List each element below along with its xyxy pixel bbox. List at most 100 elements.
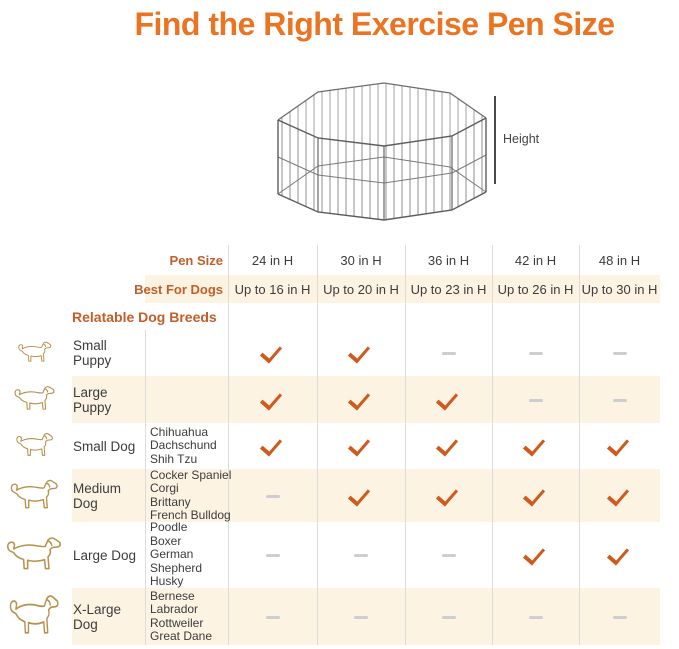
pen-size-value: 30 in H [340, 252, 382, 268]
breed-list [145, 330, 228, 376]
pen-size-row-label: Pen Size [169, 252, 223, 268]
availability-mark [524, 388, 548, 412]
availability-cell [579, 588, 660, 645]
availability-cell [405, 376, 492, 423]
breed-list: Poodle Boxer German Shepherd Husky [150, 520, 203, 589]
column-divider [228, 245, 229, 645]
large-dog-icon [0, 522, 72, 588]
availability-mark [349, 341, 373, 365]
best-for-value: Up to 20 in H [323, 281, 399, 297]
x-large-dog-icon [0, 588, 72, 645]
medium-dog-icon [0, 469, 72, 522]
availability-mark [437, 434, 461, 458]
availability-mark [608, 605, 632, 629]
availability-cell [579, 522, 660, 588]
pen-size-value: 42 in H [514, 252, 557, 268]
pen-size-value: 24 in H [251, 252, 294, 268]
availability-cell [228, 330, 317, 376]
availability-mark [349, 605, 373, 629]
availability-cell [579, 330, 660, 376]
size-table: Pen Size 24 in H 30 in H 36 in H 42 in H… [0, 245, 660, 645]
availability-mark [437, 605, 461, 629]
availability-cell [228, 423, 317, 469]
breed-category-label: X-Large Dog [73, 601, 122, 632]
best-for-row-label: Best For Dogs [134, 281, 223, 297]
best-for-value: Up to 16 in H [234, 281, 311, 297]
availability-cell [228, 522, 317, 588]
availability-cell [492, 588, 579, 645]
availability-cell [492, 376, 579, 423]
availability-mark [349, 434, 373, 458]
best-for-value: Up to 23 in H [410, 281, 487, 297]
availability-cell [317, 522, 405, 588]
column-divider [492, 245, 493, 645]
pen-size-value: 48 in H [598, 252, 641, 268]
height-indicator-line [494, 96, 496, 184]
column-divider [317, 245, 318, 645]
availability-mark [261, 341, 285, 365]
availability-cell [492, 423, 579, 469]
availability-mark [524, 605, 548, 629]
availability-mark [437, 388, 461, 412]
availability-cell [405, 522, 492, 588]
availability-cell [492, 522, 579, 588]
availability-cell [228, 376, 317, 423]
column-divider [579, 245, 580, 645]
pen-figure: Height [262, 60, 562, 255]
availability-mark [261, 605, 285, 629]
pen-size-value: 36 in H [427, 252, 470, 268]
availability-cell [228, 469, 317, 522]
breed-category-label: Medium Dog [73, 480, 122, 511]
availability-cell [228, 588, 317, 645]
availability-mark [437, 341, 461, 365]
availability-cell [317, 423, 405, 469]
availability-cell [317, 376, 405, 423]
exercise-pen-image [277, 82, 487, 221]
availability-cell [405, 330, 492, 376]
availability-mark [437, 543, 461, 567]
height-label: Height [503, 132, 540, 146]
availability-cell [579, 469, 660, 522]
availability-mark [437, 484, 461, 508]
breed-list [145, 376, 228, 423]
availability-cell [492, 330, 579, 376]
availability-mark [349, 388, 373, 412]
spacer [0, 275, 145, 303]
availability-cell [579, 423, 660, 469]
availability-cell [317, 469, 405, 522]
spacer [0, 245, 145, 275]
small-puppy-icon [0, 330, 72, 376]
availability-mark [349, 484, 373, 508]
breed-list: Chihuahua Dachschund Shih Tzu [150, 424, 217, 466]
size-grid: Pen Size 24 in H 30 in H 36 in H 42 in H… [0, 245, 660, 645]
availability-cell [405, 469, 492, 522]
availability-cell [405, 588, 492, 645]
availability-mark [524, 341, 548, 365]
availability-mark [261, 388, 285, 412]
availability-mark [608, 484, 632, 508]
page-title: Find the Right Exercise Pen Size [134, 6, 615, 42]
best-for-value: Up to 30 in H [581, 281, 658, 297]
availability-cell [405, 423, 492, 469]
availability-mark [349, 543, 373, 567]
spacer [0, 303, 72, 330]
availability-cell [317, 588, 405, 645]
breed-list: Cocker Spaniel Corgi Brittany French Bul… [150, 467, 232, 522]
availability-cell [492, 469, 579, 522]
best-for-value: Up to 26 in H [497, 281, 574, 297]
row-highlight [145, 275, 660, 303]
breed-category-label: Large Dog [73, 547, 137, 563]
column-divider [405, 245, 406, 645]
breed-category-label: Small Dog [73, 438, 136, 454]
availability-cell [579, 376, 660, 423]
availability-mark [524, 434, 548, 458]
breed-list: Bernese Labrador Rottweiler Great Dane [150, 588, 213, 643]
availability-mark [261, 543, 285, 567]
breed-category-label: Small Puppy [73, 338, 112, 368]
availability-mark [608, 434, 632, 458]
availability-mark [608, 388, 632, 412]
small-dog-icon [0, 423, 72, 469]
breed-category-label: Large Puppy [73, 384, 112, 415]
availability-mark [524, 543, 548, 567]
